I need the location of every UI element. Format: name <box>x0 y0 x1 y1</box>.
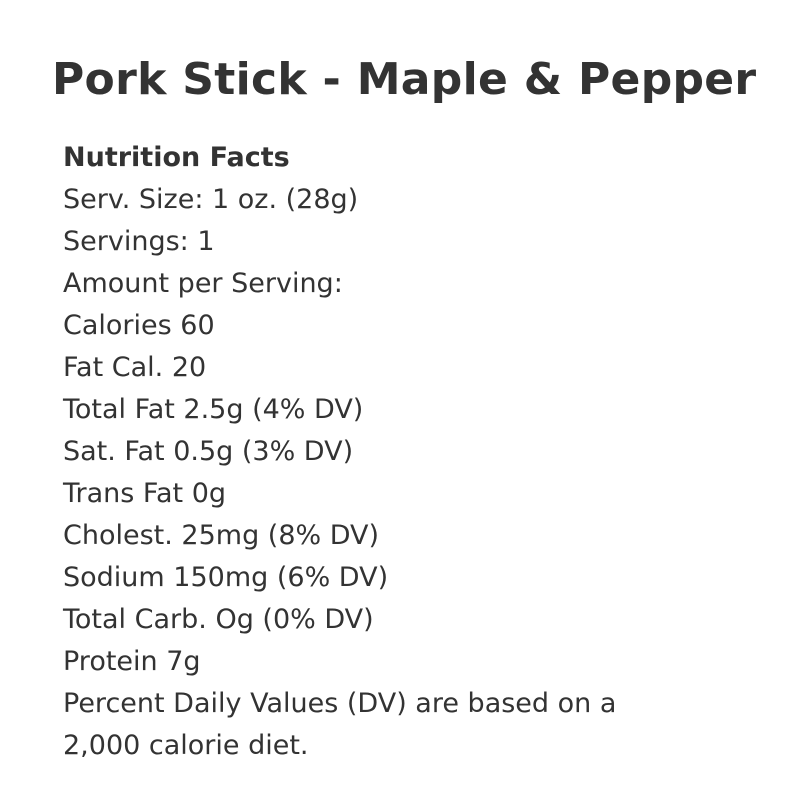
servings: Servings: 1 <box>63 226 215 257</box>
dv-note-line-2: 2,000 calorie diet. <box>63 730 309 761</box>
sodium: Sodium 150mg (6% DV) <box>63 562 389 593</box>
saturated-fat: Sat. Fat 0.5g (3% DV) <box>63 436 354 467</box>
calories: Calories 60 <box>63 310 215 341</box>
fat-calories: Fat Cal. 20 <box>63 352 207 383</box>
serving-size: Serv. Size: 1 oz. (28g) <box>63 184 359 215</box>
nutrition-facts: Nutrition Facts Serv. Size: 1 oz. (28g) … <box>63 137 616 767</box>
total-fat: Total Fat 2.5g (4% DV) <box>63 394 364 425</box>
nutrition-heading: Nutrition Facts <box>63 142 290 173</box>
protein: Protein 7g <box>63 646 201 677</box>
product-title: Pork Stick - Maple & Pepper <box>52 54 757 105</box>
amount-per-serving: Amount per Serving: <box>63 268 343 299</box>
cholesterol: Cholest. 25mg (8% DV) <box>63 520 380 551</box>
trans-fat: Trans Fat 0g <box>63 478 227 509</box>
total-carb: Total Carb. Og (0% DV) <box>63 604 374 635</box>
dv-note-line-1: Percent Daily Values (DV) are based on a <box>63 688 617 719</box>
